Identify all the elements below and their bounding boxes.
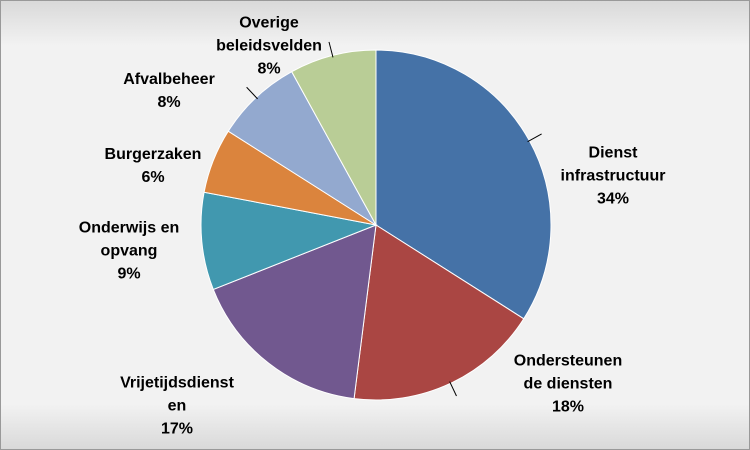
value-label: 18% bbox=[551, 398, 585, 416]
pie-slice bbox=[212, 224, 377, 400]
category-label: Vrijetijdsdienst en bbox=[120, 374, 234, 415]
category-label: Ondersteunende diensten bbox=[513, 352, 623, 393]
leader-line bbox=[328, 41, 334, 58]
data-label: Dienst infrastructuur 34% bbox=[548, 142, 678, 211]
leader-line bbox=[246, 86, 258, 100]
data-label: Burgerzaken 6% bbox=[88, 143, 218, 189]
data-label: Onderwijs en opvang 9% bbox=[64, 217, 194, 286]
category-label: Onderwijs en opvang bbox=[78, 219, 180, 260]
category-label: Dienst infrastructuur bbox=[560, 144, 666, 185]
value-label: 17% bbox=[160, 420, 194, 438]
data-label: Overige beleidsvelden 8% bbox=[204, 12, 334, 81]
leader-line bbox=[527, 133, 542, 143]
value-label: 9% bbox=[117, 265, 141, 283]
pie-slice bbox=[200, 191, 378, 291]
value-label: 6% bbox=[141, 169, 165, 186]
data-label: Ondersteunende diensten 18% bbox=[503, 350, 633, 419]
category-label: Overige beleidsvelden bbox=[216, 14, 322, 55]
data-label: Vrijetijdsdienst en 17% bbox=[112, 372, 242, 441]
category-label: Afvalbeheer bbox=[123, 71, 215, 88]
value-label: 8% bbox=[257, 60, 281, 78]
data-label: Afvalbeheer 8% bbox=[104, 68, 234, 114]
value-label: 34% bbox=[596, 190, 630, 208]
leader-line bbox=[449, 381, 457, 397]
value-label: 8% bbox=[157, 94, 181, 111]
category-label: Burgerzaken bbox=[104, 146, 202, 163]
